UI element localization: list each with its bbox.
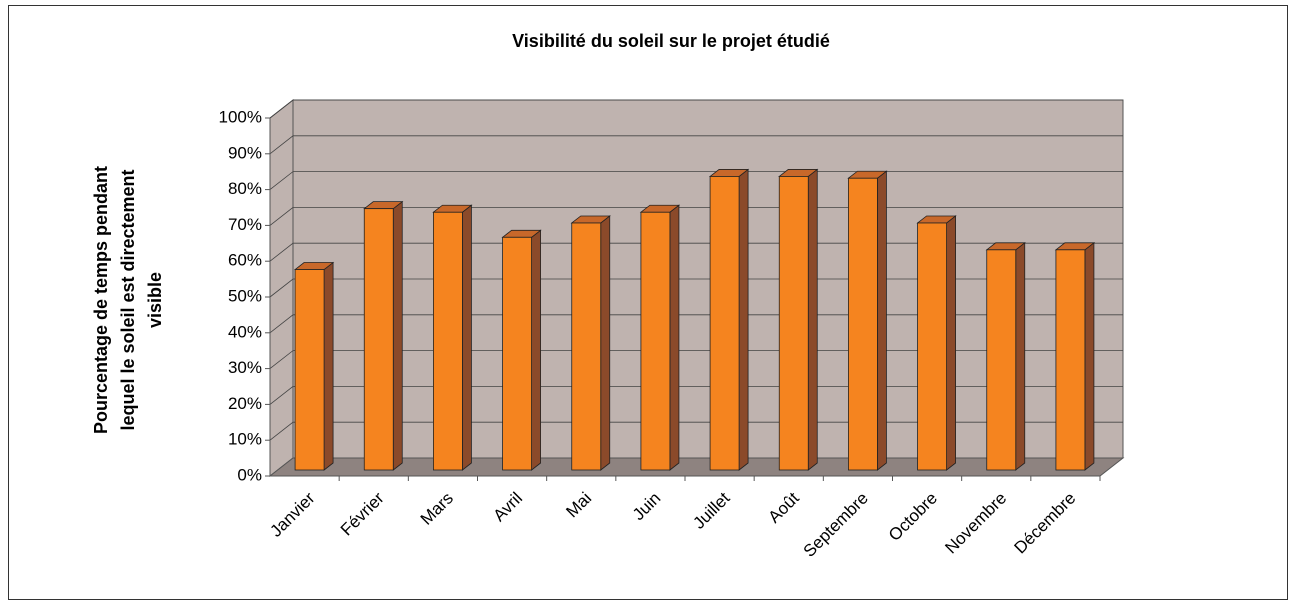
bar-side	[738, 168, 749, 471]
y-tick-label: 40%	[228, 322, 262, 341]
bar	[847, 170, 888, 471]
grid-line	[269, 421, 1123, 441]
bar	[363, 200, 404, 471]
bar-side	[1084, 242, 1095, 471]
bar	[639, 204, 681, 471]
bar-front	[848, 177, 878, 471]
bar-front	[571, 222, 602, 471]
bar-side	[392, 200, 403, 471]
bar	[778, 168, 819, 471]
bar	[916, 215, 957, 471]
y-tick-label: 70%	[228, 215, 262, 234]
bar	[501, 229, 542, 471]
bar-front	[917, 222, 947, 471]
grid-line	[269, 278, 1123, 298]
y-tick-label: 80%	[228, 179, 262, 198]
bar-side	[1015, 242, 1026, 471]
y-tick-label: 100%	[219, 107, 262, 126]
y-tick-label: 60%	[228, 251, 262, 270]
bar	[293, 261, 335, 471]
y-tick-label: 20%	[228, 394, 262, 413]
grid-line	[269, 350, 1123, 369]
y-title-line: Pourcentage de temps pendant	[91, 166, 111, 434]
bar-front	[363, 208, 394, 471]
bar-side	[669, 204, 680, 471]
bar-side	[323, 261, 334, 471]
bar-front	[294, 269, 325, 471]
grid-line	[269, 385, 1123, 405]
grid-line	[269, 206, 1123, 226]
bar-front	[709, 176, 740, 471]
bar	[570, 215, 611, 471]
bar-front	[502, 236, 532, 471]
y-axis-title: Pourcentage de temps pendant lequel le s…	[91, 166, 165, 434]
bar-front	[778, 176, 809, 471]
grid-line	[269, 135, 1123, 155]
y-tick-label: 90%	[228, 143, 262, 162]
grid-line	[269, 171, 1123, 190]
bar-side	[807, 168, 818, 471]
bar-side	[600, 215, 611, 471]
y-tick-label: 30%	[228, 358, 262, 377]
y-tick-label: 0%	[237, 465, 262, 484]
bar	[985, 242, 1026, 471]
bar-side	[531, 229, 541, 471]
y-tick-label: 50%	[228, 286, 262, 305]
bar-front	[640, 211, 671, 471]
bar-side	[877, 170, 887, 471]
bar	[1054, 242, 1096, 471]
y-title-line: lequel le soleil est directement	[118, 169, 138, 430]
grid-line	[269, 242, 1123, 262]
y-tick-label: 10%	[228, 430, 262, 449]
bar-front	[986, 249, 1017, 471]
bar-side	[946, 215, 956, 471]
chart-title: Visibilité du soleil sur le projet étudi…	[512, 31, 830, 51]
bar	[708, 168, 750, 471]
bar-side	[462, 204, 472, 471]
bar-front	[433, 211, 463, 471]
grid-line	[269, 314, 1123, 334]
y-title-line: visible	[145, 272, 165, 328]
bar-front	[1055, 249, 1086, 471]
bar	[432, 204, 473, 471]
grid-line	[269, 99, 1123, 119]
